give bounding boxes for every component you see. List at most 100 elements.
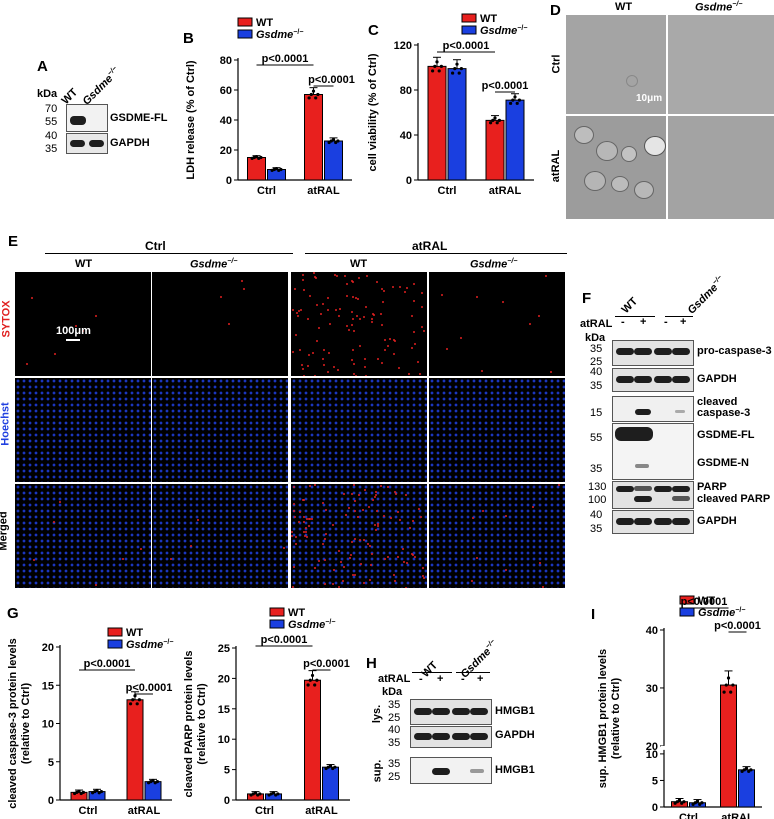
bar <box>126 699 144 801</box>
y-tick-label: 5 <box>652 775 658 787</box>
data-point <box>99 789 103 794</box>
f-row-parp: PARP <box>697 481 727 493</box>
y-tick-label: 15 <box>218 704 230 716</box>
bar <box>247 157 266 181</box>
f-m35b: 35 <box>590 380 603 392</box>
y-tick-label: 20 <box>220 145 232 157</box>
data-point <box>453 67 457 71</box>
f-treat-label: atRAL <box>580 318 613 330</box>
col1-wt: WT <box>75 258 93 270</box>
col4-ko: Gsdme−/− <box>470 258 518 271</box>
f-m40b: 40 <box>590 509 603 521</box>
data-point <box>77 789 81 793</box>
bar <box>505 99 525 181</box>
data-point <box>695 799 700 803</box>
data-point <box>310 673 315 678</box>
data-point <box>491 118 495 122</box>
chart-ldh-release: 0 20 40 60 80 LDH release (% of Ctrl) Ctrl atRA… <box>185 17 355 197</box>
h-m35b: 35 <box>388 737 401 749</box>
row-ctrl-label: Ctrl <box>550 54 563 74</box>
legend-label: WT <box>698 595 715 607</box>
p-value: p<0.0001 <box>261 634 308 646</box>
legend-label: Gsdme−/− <box>698 607 745 619</box>
row-sytox-label: SYTOX <box>0 300 13 338</box>
f-gapdh1-blot <box>612 368 694 392</box>
legend-swatch <box>237 29 253 39</box>
data-point <box>493 116 497 120</box>
data-point <box>155 780 159 784</box>
legend-swatch <box>107 639 123 649</box>
x-tick-label: atRAL <box>128 805 161 817</box>
data-point <box>682 800 686 804</box>
data-point <box>451 71 455 75</box>
h-m40: 40 <box>388 724 401 736</box>
f-cleavedcasp3-blot <box>612 396 694 422</box>
panel-label-a: A <box>37 58 48 75</box>
f-row-procasp3: pro-caspase-3 <box>697 345 772 357</box>
h-m35c: 35 <box>388 758 401 770</box>
h-minus-2: - <box>461 673 465 685</box>
y-tick-label: 10 <box>42 719 54 731</box>
legend-swatch <box>269 607 285 617</box>
group-ctrl-label: Ctrl <box>145 239 166 253</box>
panel-label-f: F <box>582 290 592 307</box>
h-kda: kDa <box>382 686 403 698</box>
h-lys-label: lys. <box>371 704 384 724</box>
marker-35: 35 <box>45 143 58 155</box>
data-point <box>314 96 318 100</box>
data-point <box>331 137 336 142</box>
data-point <box>306 683 310 687</box>
data-point <box>513 95 517 99</box>
h-minus-1: - <box>419 673 423 685</box>
y-tick-label: 120 <box>394 40 412 52</box>
h-plus-1: + <box>437 673 444 685</box>
f-plus-1: + <box>640 316 647 328</box>
data-point <box>722 690 726 694</box>
f-m130: 130 <box>588 481 607 493</box>
data-point <box>131 698 135 702</box>
f-wt-label: WT <box>619 295 641 316</box>
row-atral-label: atRAL <box>550 149 563 183</box>
bar <box>427 65 447 181</box>
legend-swatch <box>269 619 285 629</box>
micrograph-hoechst-1 <box>15 378 151 482</box>
data-point <box>328 764 333 768</box>
y-tick-label: 0 <box>406 175 412 187</box>
h-m35: 35 <box>388 699 401 711</box>
data-point <box>309 92 313 97</box>
y-tick-label: 60 <box>220 85 232 97</box>
legend-label: Gsdme−/− <box>480 25 527 37</box>
h-row-hmgb1: HMGB1 <box>495 705 535 717</box>
f-m40: 40 <box>590 366 603 378</box>
bar <box>304 94 323 181</box>
data-point <box>254 155 259 159</box>
y-axis-title: cleaved caspase-3 protein levels(relativ… <box>7 638 32 809</box>
data-point <box>497 118 501 122</box>
bar <box>304 679 321 801</box>
p-value: p<0.0001 <box>303 658 350 670</box>
legend-swatch <box>461 25 477 35</box>
col3-wt: WT <box>350 258 368 270</box>
f-row-cleaved: cleaved <box>697 396 738 408</box>
panel-label-i: I <box>591 606 596 623</box>
legend-swatch <box>461 13 477 23</box>
legend-swatch <box>679 607 695 617</box>
f-row-caspase3: caspase-3 <box>697 407 751 419</box>
f-m55: 55 <box>590 432 603 444</box>
y-tick-label: 10 <box>646 749 658 761</box>
chart-cleaved-caspase3: 0 5 10 15 20 cleaved caspase-3 protein levels… <box>7 627 173 817</box>
f-m25: 25 <box>590 356 603 368</box>
f-m35d: 35 <box>590 523 603 535</box>
data-point <box>151 778 155 783</box>
legend-label: Gsdme−/− <box>288 619 335 631</box>
y-axis-title: cell viability (% of Ctrl) <box>367 53 379 171</box>
y-tick-label: 0 <box>226 175 232 187</box>
f-gapdh2-blot <box>612 510 694 534</box>
y-tick-label: 30 <box>646 683 658 695</box>
y-tick-label: 5 <box>48 757 54 769</box>
panel-label-b: B <box>183 30 194 47</box>
x-tick-label: atRAL <box>307 185 340 197</box>
bar <box>322 766 339 801</box>
h-sup-label: sup. <box>371 759 384 783</box>
data-point <box>258 792 262 796</box>
